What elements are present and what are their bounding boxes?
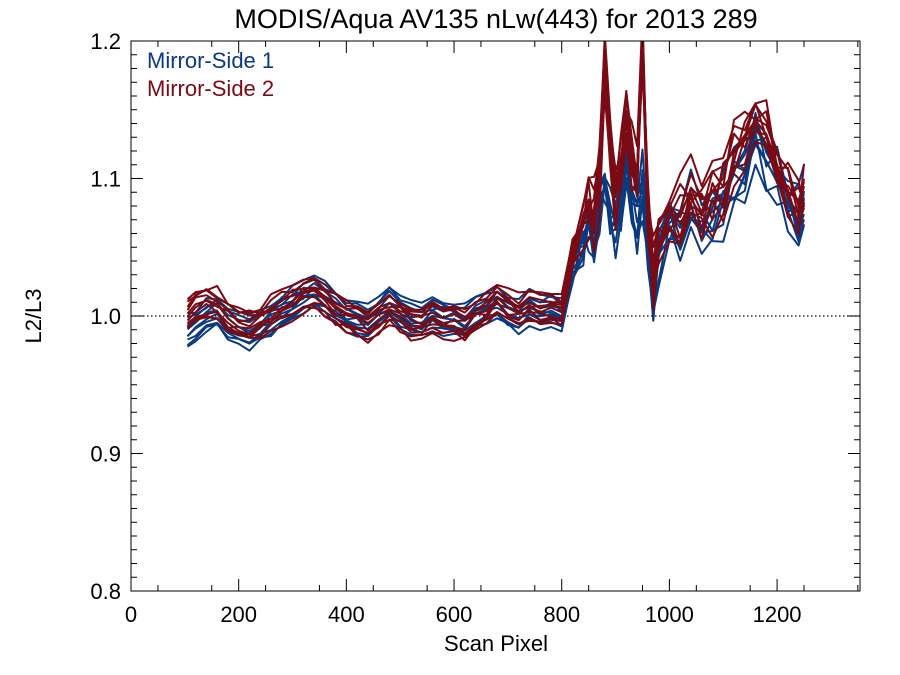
x-tick-label: 400 [328, 602, 365, 627]
x-axis-label: Scan Pixel [444, 631, 548, 656]
x-tick-label: 1000 [645, 602, 694, 627]
series-line-mirror-side-2 [186, 41, 805, 332]
y-tick-label: 0.9 [90, 442, 121, 467]
legend-mirror-side-2: Mirror-Side 2 [147, 76, 274, 101]
series-line-mirror-side-1 [186, 121, 805, 327]
x-tick-label: 200 [220, 602, 257, 627]
x-tick-label: 0 [125, 602, 137, 627]
y-tick-label: 1.0 [90, 304, 121, 329]
x-tick-label: 800 [543, 602, 580, 627]
x-tick-label: 1200 [753, 602, 802, 627]
legend-mirror-side-1: Mirror-Side 1 [147, 48, 274, 73]
series-line-mirror-side-2 [186, 41, 805, 314]
series-line-mirror-side-2 [186, 41, 805, 323]
y-axis-label: L2/L3 [21, 288, 46, 343]
axis-ticks: 0 200 400 600 800 1000 1200 0.8 0.9 1.0 1.1 1.2 [90, 29, 860, 627]
y-tick-label: 0.8 [90, 579, 121, 604]
x-tick-label: 600 [436, 602, 473, 627]
chart-title: MODIS/Aqua AV135 nLw(443) for 2013 289 [234, 4, 757, 34]
y-tick-label: 1.1 [90, 167, 121, 192]
y-tick-label: 1.2 [90, 29, 121, 54]
